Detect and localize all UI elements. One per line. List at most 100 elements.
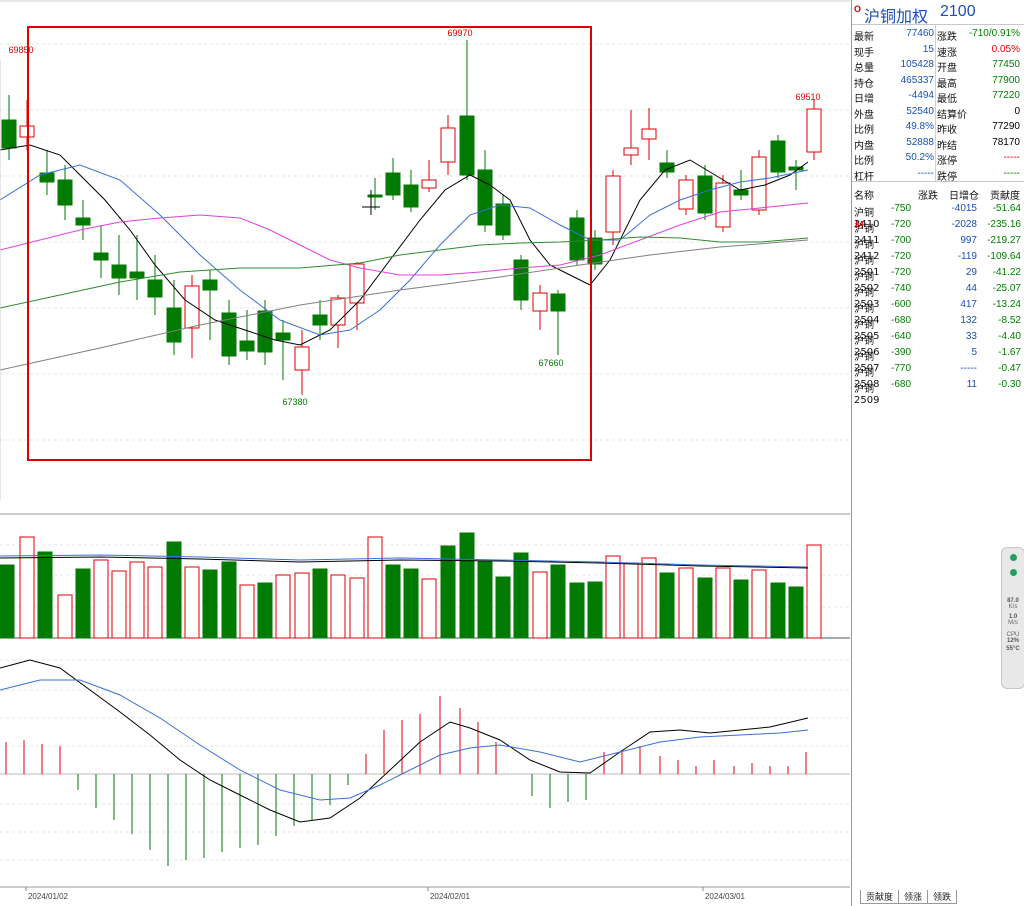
volume-bar xyxy=(129,561,145,639)
candle-body xyxy=(57,179,73,206)
quote-value: 0.05% xyxy=(991,43,1020,55)
price-annotation-high: 69970 xyxy=(447,28,472,38)
contract-row[interactable]: 沪铜2412 -700 997 -219.27 xyxy=(854,235,1021,262)
contract-oi-change: 997 xyxy=(960,235,977,246)
candle-body xyxy=(385,172,401,196)
volume-bar xyxy=(93,559,109,639)
candle-body xyxy=(184,285,200,329)
contract-row[interactable]: 沪铜2503 -740 44 -25.07 xyxy=(854,283,1021,310)
contract-list: 沪铜2410 -750 -4015 -51.64 沪铜2411 M -720 -2028 -23… xyxy=(852,202,1024,406)
quote-label: 外盘 xyxy=(854,109,874,121)
volume-bar xyxy=(330,574,346,639)
quote-label: 日增 xyxy=(854,94,874,105)
net-up-unit: K/s xyxy=(1008,604,1018,610)
quote-label: 比例 xyxy=(854,125,874,136)
tab-contribution[interactable]: 贡献度 xyxy=(860,890,900,904)
candle-body xyxy=(495,203,511,236)
volume-bar xyxy=(513,552,529,639)
contract-oi-change: ----- xyxy=(960,363,977,374)
contract-row[interactable]: 沪铜2502 -720 29 -41.22 xyxy=(854,267,1021,294)
contract-contribution: -0.47 xyxy=(998,363,1021,374)
net-down-value: 1.0 xyxy=(1008,614,1018,620)
volume-bar xyxy=(349,577,365,639)
volume-bar xyxy=(57,594,73,639)
symbol-name[interactable]: 沪铜加权 xyxy=(864,7,929,26)
quote-value: 0 xyxy=(1014,105,1020,117)
quote-label: 内盘 xyxy=(854,140,874,152)
volume-bar xyxy=(257,582,273,639)
quote-value: 105428 xyxy=(900,59,934,70)
cpu-label: CPU xyxy=(1006,632,1020,638)
quote-value: 465337 xyxy=(900,74,934,86)
status-dot-icon xyxy=(1009,554,1017,561)
candle-body xyxy=(806,108,822,153)
ma-line-blue xyxy=(0,164,809,336)
quote-row: 杠杆 ----- 跌停 ----- xyxy=(852,167,1024,183)
contract-change: -740 xyxy=(890,283,911,294)
date-label: 2024/03/01 xyxy=(705,892,746,901)
contract-row[interactable]: 沪铜2509 -680 11 -0.30 xyxy=(854,379,1021,406)
date-label: 2024/01/02 xyxy=(28,892,69,901)
contract-row[interactable]: 沪铜2410 -750 -4015 -51.64 xyxy=(854,203,1021,230)
volume-bar xyxy=(715,567,731,639)
volume-bar xyxy=(569,582,585,639)
candle-body xyxy=(550,293,566,312)
contract-row[interactable]: 沪铜2504 -600 417 -13.24 xyxy=(854,299,1021,326)
chart-area[interactable]: 69850 69970 67380 67660 69510 2024/01/02 2024/… xyxy=(0,0,850,906)
quote-label: 杠杆 xyxy=(854,171,874,183)
contract-change: -680 xyxy=(890,315,911,326)
contract-row[interactable]: 沪铜2501 -720 -119 -109.64 xyxy=(854,251,1021,278)
volume-bar xyxy=(770,582,786,639)
net-up-value: 87.0 xyxy=(1007,598,1019,604)
quote-value: 52888 xyxy=(906,136,934,148)
header-oi-change[interactable]: 日增仓 xyxy=(949,191,979,202)
candle-body xyxy=(751,156,767,211)
system-monitor-widget[interactable]: 87.0 K/s 1.0 M/s CPU 12% 55°C xyxy=(1001,547,1024,689)
quote-label: 比例 xyxy=(854,156,874,167)
highlight-box xyxy=(27,26,592,461)
contract-contribution: -235.16 xyxy=(987,219,1021,230)
quote-label: 速涨 xyxy=(937,47,957,59)
volume-bar xyxy=(221,561,237,639)
volume-bar xyxy=(623,562,639,639)
quote-label: 跌停 xyxy=(937,171,957,183)
quote-value: 77290 xyxy=(992,121,1020,132)
volume-bar xyxy=(184,566,200,639)
symbol-header: O 沪铜加权 2100 xyxy=(852,0,1024,26)
volume-bar xyxy=(605,555,621,639)
quote-label: 昨结 xyxy=(937,140,957,152)
tab-leading-down[interactable]: 领跌 xyxy=(927,890,958,904)
quote-label: 结算价 xyxy=(937,109,967,121)
candle-body xyxy=(421,179,437,189)
quote-value: 15 xyxy=(922,43,934,55)
contract-row[interactable]: 沪铜2506 -640 33 -4.40 xyxy=(854,331,1021,358)
kline-chart[interactable]: 69850 69970 67380 67660 69510 2024/01/02 2024/… xyxy=(0,0,850,906)
candle-body xyxy=(403,184,419,208)
contract-change: -600 xyxy=(890,299,911,310)
contract-contribution: -41.22 xyxy=(992,267,1021,278)
contract-oi-change: 33 xyxy=(965,331,977,342)
quote-label: 现手 xyxy=(854,47,874,59)
contract-change: -640 xyxy=(890,331,911,342)
contract-row[interactable]: 沪铜2505 -680 132 -8.52 xyxy=(854,315,1021,342)
quote-label: 最新 xyxy=(854,32,874,43)
header-contribution[interactable]: 贡献度 xyxy=(990,191,1020,202)
header-name[interactable]: 名称 xyxy=(854,191,874,202)
quote-divider xyxy=(935,25,936,181)
volume-bar xyxy=(421,578,437,639)
candle-body xyxy=(569,217,585,261)
quote-row: 内盘 52888 昨结 78170 xyxy=(852,136,1024,152)
contract-contribution: -13.24 xyxy=(992,299,1021,310)
contract-row[interactable]: 沪铜2411 M -720 -2028 -235.16 xyxy=(854,219,1021,246)
contract-change: -750 xyxy=(890,203,911,214)
contract-oi-change: 132 xyxy=(960,315,977,326)
contract-row[interactable]: 沪铜2508 -770 ----- -0.47 xyxy=(854,363,1021,390)
volume-ma-blue xyxy=(0,554,809,568)
candle-body xyxy=(367,194,383,198)
candle-body xyxy=(678,179,694,210)
temp-value: 55°C xyxy=(1006,646,1020,652)
contract-row[interactable]: 沪铜2507 -390 5 -1.67 xyxy=(854,347,1021,374)
volume-bar xyxy=(659,572,675,639)
tab-leading-up[interactable]: 领涨 xyxy=(898,890,929,904)
header-change[interactable]: 涨跌 xyxy=(918,191,938,202)
